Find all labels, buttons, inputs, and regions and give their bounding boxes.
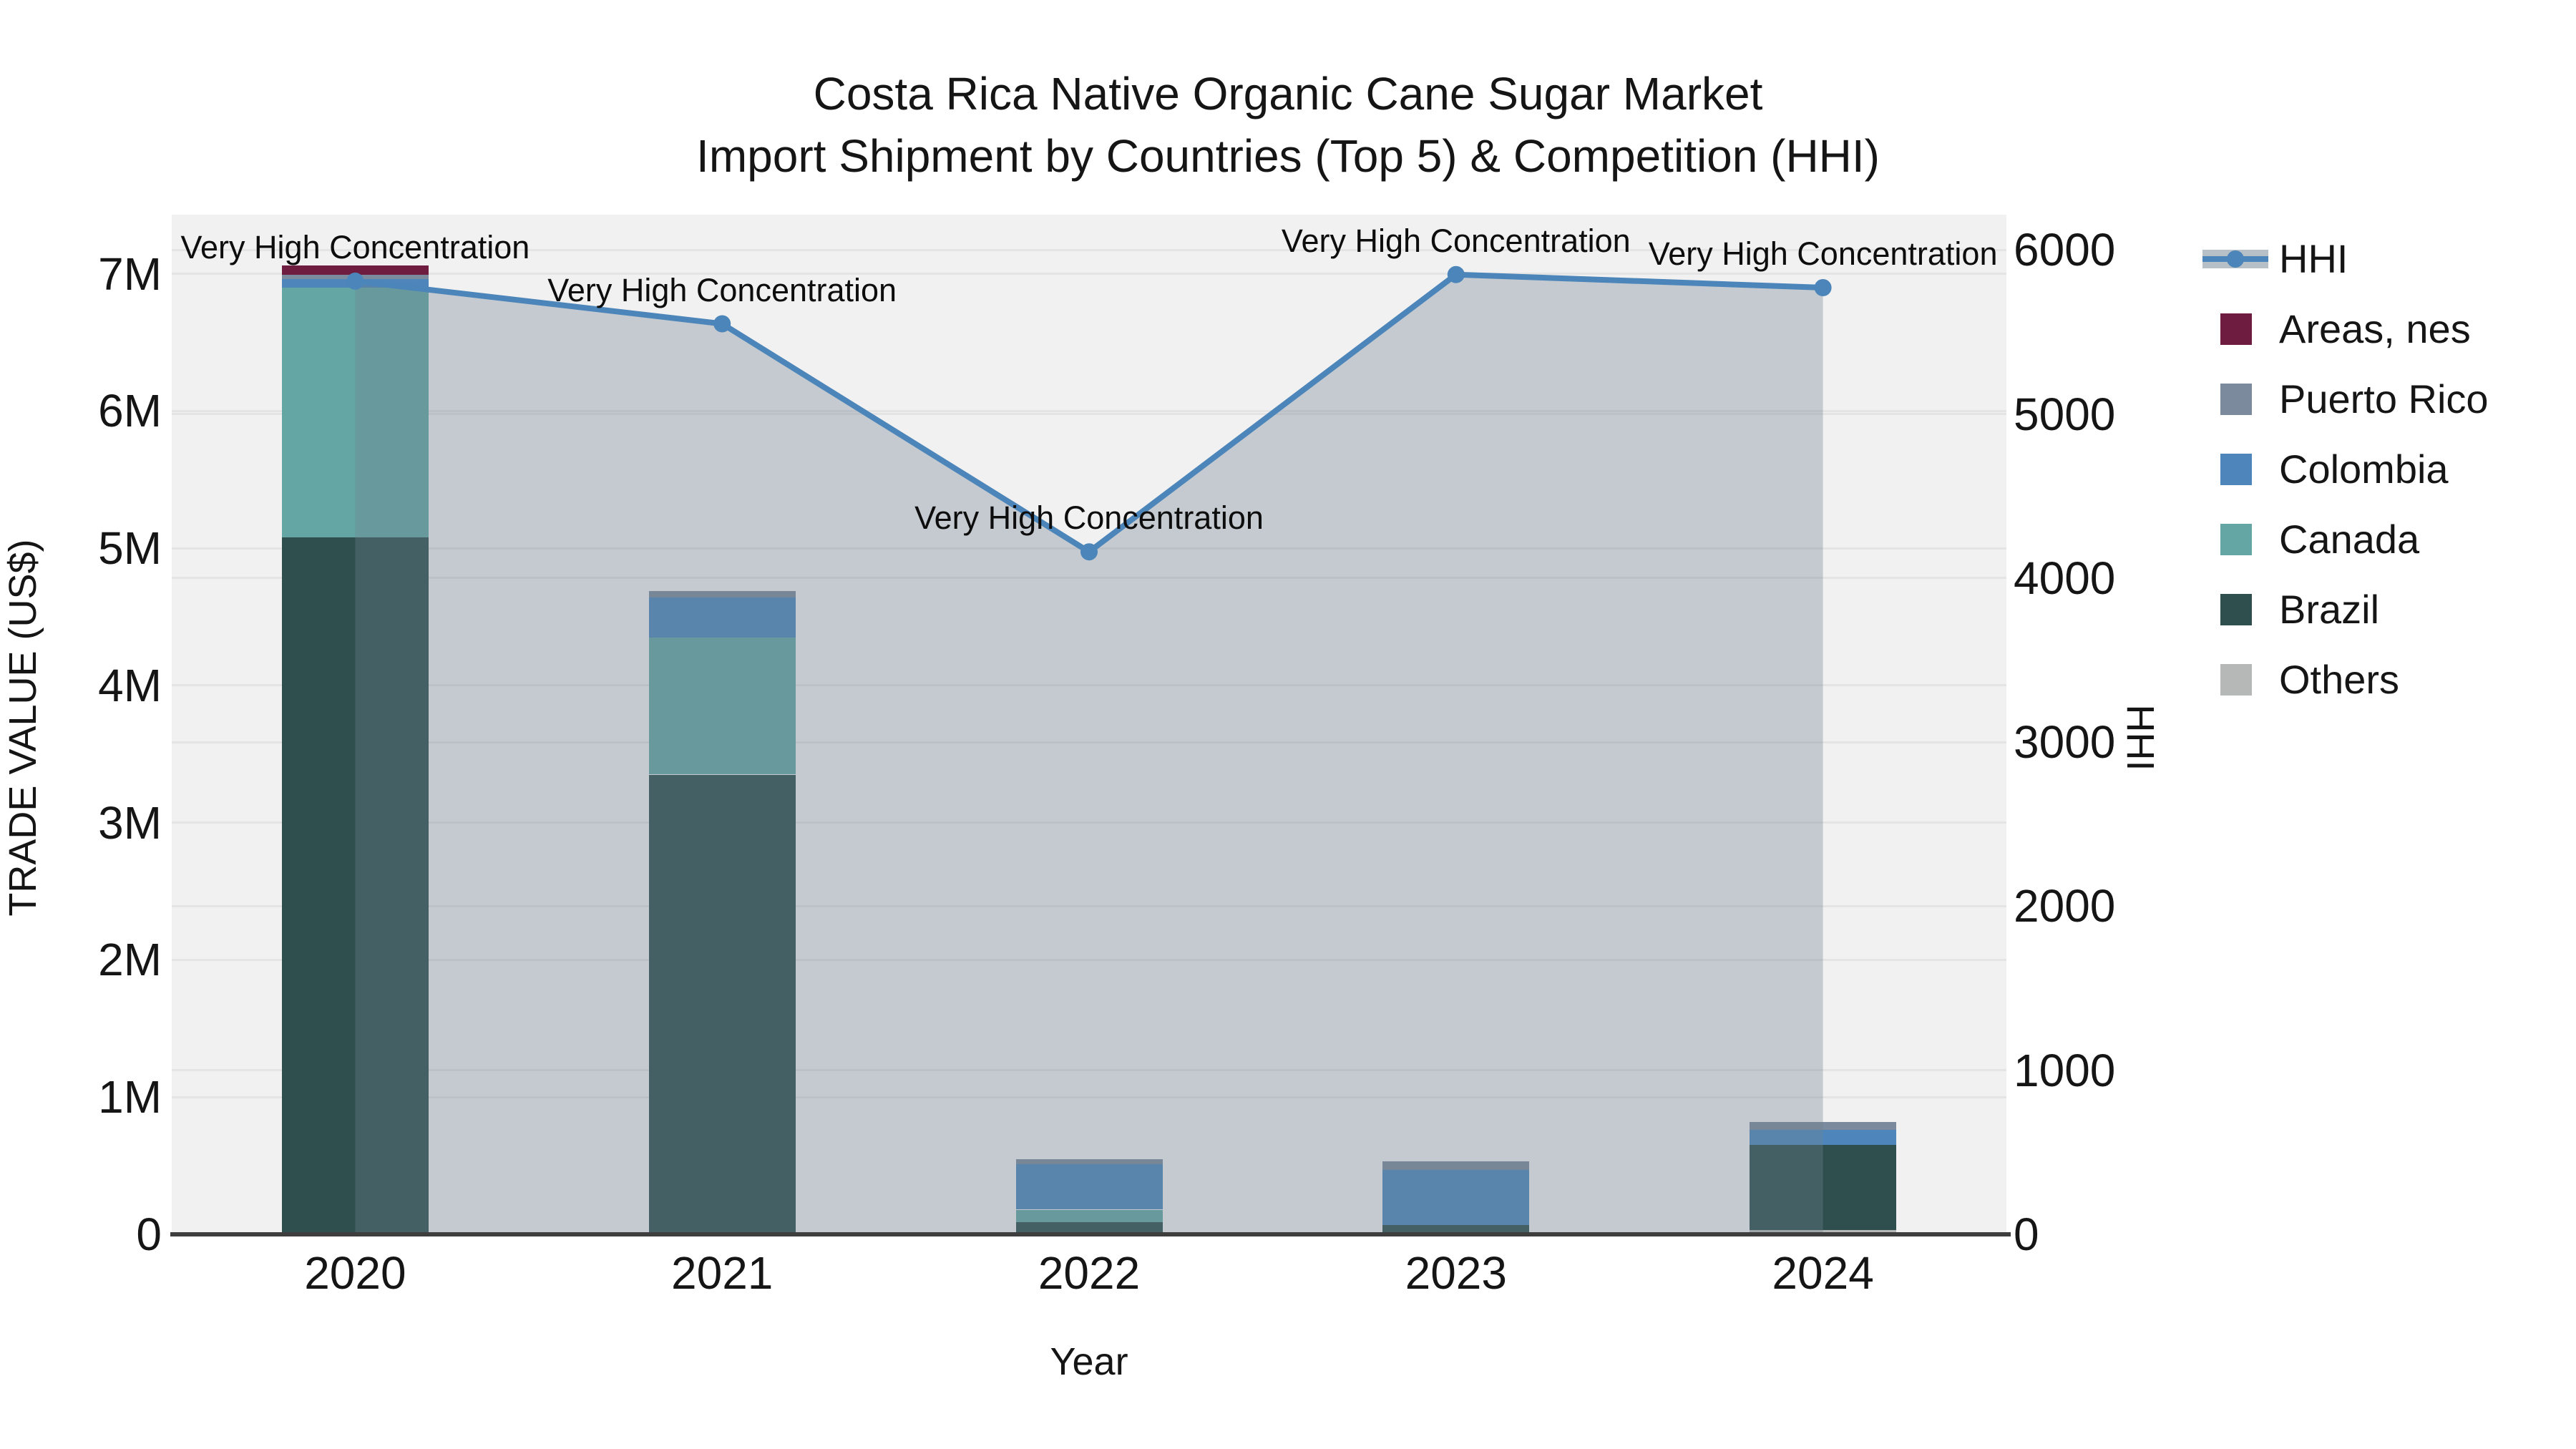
hhi-point-2023 [1447, 265, 1465, 283]
hhi-area-fill [355, 274, 1823, 1235]
hhi-point-2022 [1080, 543, 1098, 561]
hhi-point-2024 [1814, 279, 1832, 296]
x-axis-label: Year [1050, 1340, 1128, 1383]
x-axis-line [170, 1232, 2011, 1236]
hhi-point-2020 [346, 272, 364, 290]
hhi-point-2021 [713, 315, 731, 333]
plot-area [172, 215, 2006, 1234]
chart-title-line1: Costa Rica Native Organic Cane Sugar Mar… [813, 68, 1763, 119]
chart-title-line2: Import Shipment by Countries (Top 5) & C… [696, 130, 1880, 182]
